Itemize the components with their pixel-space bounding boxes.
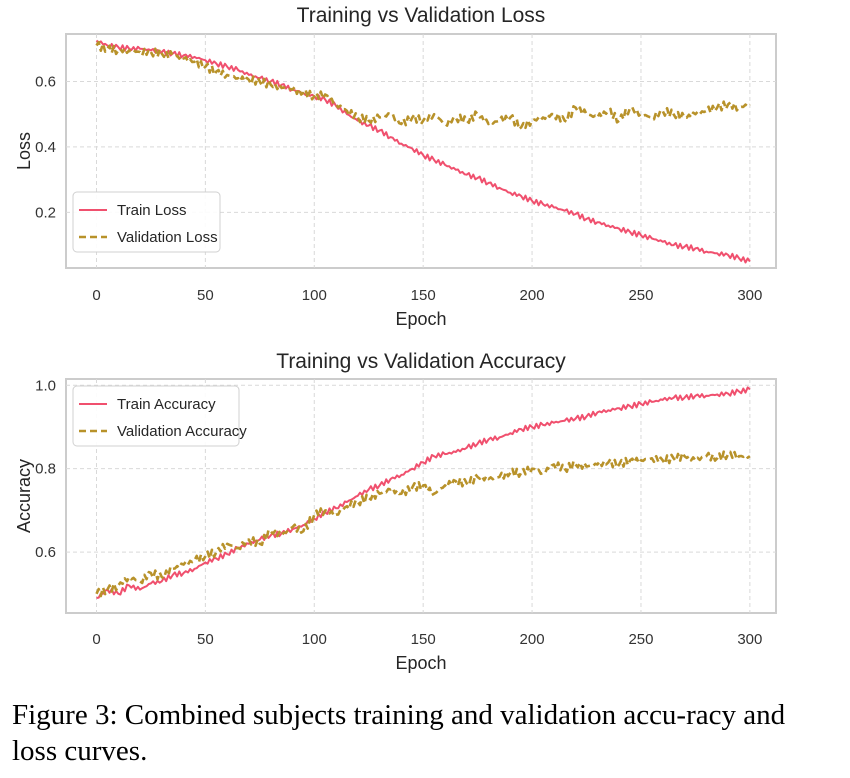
chart-title: Training vs Validation Loss xyxy=(297,4,546,27)
x-tick-label: 0 xyxy=(92,631,100,648)
legend-entry-label: Train Loss xyxy=(117,202,186,219)
x-tick-label: 200 xyxy=(520,287,545,304)
y-tick-label: 1.0 xyxy=(35,377,56,394)
x-tick-label: 250 xyxy=(628,287,653,304)
x-tick-label: 50 xyxy=(197,631,214,648)
y-tick-label: 0.6 xyxy=(35,544,56,561)
legend: Train Loss Validation Loss xyxy=(72,191,221,253)
x-tick-label: 200 xyxy=(520,631,545,648)
y-tick-label: 0.8 xyxy=(35,461,56,478)
figure-charts: 0 50 100 150 200 250 300 0.2 0.4 0.6 Training vs V… xyxy=(14,4,777,673)
legend: Train Accuracy Validation Accuracy xyxy=(72,385,247,447)
train-series-line xyxy=(96,386,751,599)
x-axis-label: Epoch xyxy=(395,309,446,329)
x-tick-label: 50 xyxy=(197,287,214,304)
y-axis-label: Accuracy xyxy=(14,459,34,533)
y-tick-label: 0.4 xyxy=(35,139,56,156)
validation-series-line xyxy=(95,40,751,131)
x-tick-label: 300 xyxy=(737,631,762,648)
x-tick-label: 150 xyxy=(411,287,436,304)
figure-caption: Figure 3: Combined subjects training and… xyxy=(12,699,786,767)
x-tick-label: 0 xyxy=(92,287,100,304)
x-tick-label: 100 xyxy=(302,287,327,304)
x-tick-label: 100 xyxy=(302,631,327,648)
legend-entry-label: Train Accuracy xyxy=(117,396,216,413)
y-axis-label: Loss xyxy=(14,132,34,170)
legend-box xyxy=(72,385,240,447)
accuracy-chart: 0 50 100 150 200 250 300 0.6 0.8 1.0 Training vs V… xyxy=(14,350,777,673)
train-series-line xyxy=(95,39,751,264)
x-tick-label: 250 xyxy=(628,631,653,648)
x-tick-label: 150 xyxy=(411,631,436,648)
x-tick-label: 300 xyxy=(737,287,762,304)
validation-series-line xyxy=(95,450,751,598)
chart-title: Training vs Validation Accuracy xyxy=(276,350,566,373)
y-tick-label: 0.2 xyxy=(35,204,56,221)
x-axis-label: Epoch xyxy=(395,653,446,673)
legend-entry-label: Validation Loss xyxy=(117,229,218,246)
loss-chart: 0 50 100 150 200 250 300 0.2 0.4 0.6 Training vs V… xyxy=(14,4,777,329)
y-tick-label: 0.6 xyxy=(35,73,56,90)
legend-entry-label: Validation Accuracy xyxy=(117,423,247,440)
legend-box xyxy=(72,191,221,253)
